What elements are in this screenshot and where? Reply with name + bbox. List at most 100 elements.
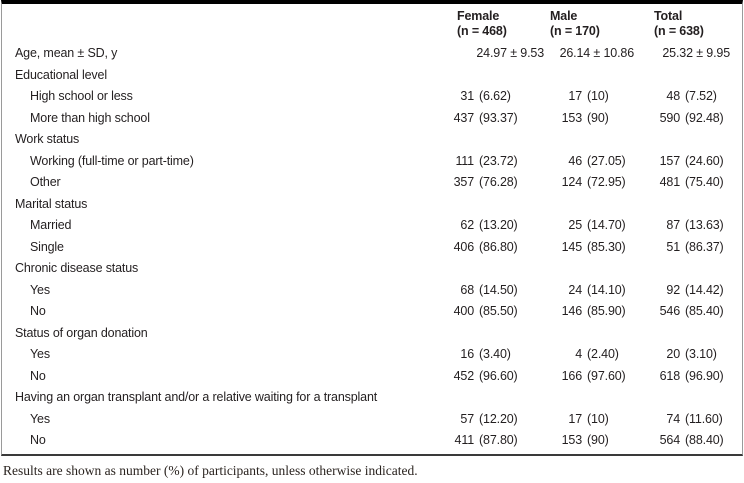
value-percent: (85.90) (587, 304, 626, 318)
value-count: 153 (561, 110, 583, 125)
cell-total: 157 (24.60) (654, 151, 742, 173)
cell-female: 62 (13.20) (452, 215, 550, 237)
cell-female: 68 (14.50) (452, 280, 550, 302)
value-percent: (85.40) (685, 304, 724, 318)
row-label-sub: Yes (30, 282, 50, 297)
table-row: Work status (2, 129, 742, 151)
row-label-sub: Working (full-time or part-time) (30, 153, 194, 168)
table-row: No 411 (87.80) 153 (90) 564 (88.40) (2, 430, 742, 452)
value-percent: (93.37) (479, 110, 518, 125)
value-count: 16 (460, 347, 474, 361)
column-header-total-n: (n = 638) (654, 24, 704, 38)
value-count: 25 (568, 218, 582, 232)
value-percent: (85.30) (587, 239, 626, 254)
table-row: Chronic disease status (2, 258, 742, 280)
column-header-male-n: (n = 170) (550, 24, 600, 38)
value-count: 564 (659, 433, 681, 447)
column-header-female: Female (n = 468) (452, 9, 550, 39)
value-percent: (13.20) (479, 218, 518, 232)
value-count: 48 (666, 89, 680, 103)
table-header-row: Female (n = 468) Male (n = 170) Total (n… (2, 9, 742, 39)
row-label-sub: No (30, 368, 46, 383)
cell-female: 16 (3.40) (452, 344, 550, 366)
value-percent: (14.10) (587, 282, 626, 297)
participant-characteristics-table: Female (n = 468) Male (n = 170) Total (n… (1, 0, 743, 456)
value-count: 590 (659, 110, 681, 125)
cell-female: 411 (87.80) (452, 430, 550, 452)
value-percent: (86.37) (685, 239, 724, 254)
table-row: Other 357 (76.28) 124 (72.95) 481 (75.40) (2, 172, 742, 194)
cell-male: 17 (10) (550, 86, 654, 108)
value-count: 17 (568, 89, 582, 103)
table-row: More than high school 437 (93.37) 153 (90) 59… (2, 108, 742, 130)
row-label-category: Marital status (15, 196, 88, 211)
table-row: High school or less 31 (6.62) 17 (10) 48 (7.52… (2, 86, 742, 108)
table-row: Yes 16 (3.40) 4 (2.40) 20 (3.10) (2, 344, 742, 366)
value-percent: (2.40) (587, 347, 619, 361)
value-count: 4 (575, 347, 582, 361)
table-row: Educational level (2, 65, 742, 87)
table-row: Marital status (2, 194, 742, 216)
cell-total: 51 (86.37) (654, 237, 742, 259)
row-label-sub: Yes (30, 347, 50, 361)
cell-male: 146 (85.90) (550, 301, 654, 323)
value-mean-sd: 26.14 ± 10.86 (559, 46, 635, 60)
table-body: Age, mean ± SD, y 24.97 ± 9.53 26.14 ± 10.… (2, 43, 742, 452)
cell-female: 31 (6.62) (452, 86, 550, 108)
value-count: 166 (561, 368, 583, 383)
value-percent: (24.60) (685, 153, 724, 168)
cell-total: 481 (75.40) (654, 172, 742, 194)
value-percent: (96.90) (685, 368, 724, 383)
value-count: 17 (568, 411, 582, 426)
row-label-category: Status of organ donation (15, 325, 148, 340)
cell-total: 20 (3.10) (654, 344, 742, 366)
column-header-female-label: Female (457, 9, 500, 23)
value-count: 62 (460, 218, 474, 232)
cell-female: 437 (93.37) (452, 108, 550, 130)
value-percent: (90) (587, 110, 609, 125)
value-count: 437 (453, 110, 475, 125)
value-count: 546 (659, 304, 681, 318)
value-count: 111 (455, 153, 474, 168)
value-count: 74 (666, 411, 680, 426)
table-row: No 400 (85.50) 146 (85.90) 546 (85.40) (2, 301, 742, 323)
value-percent: (87.80) (479, 433, 518, 447)
value-count: 20 (666, 347, 680, 361)
cell-female: 24.97 ± 9.53 (452, 43, 550, 65)
table-row: Married 62 (13.20) 25 (14.70) 87 (13.63) (2, 215, 742, 237)
cell-total: 87 (13.63) (654, 215, 742, 237)
row-label-sub: No (30, 304, 46, 318)
cell-male: 153 (90) (550, 108, 654, 130)
cell-total: 48 (7.52) (654, 86, 742, 108)
row-label-category: Having an organ transplant and/or a rela… (15, 390, 378, 404)
value-percent: (14.70) (587, 218, 626, 232)
cell-female: 111 (23.72) (452, 151, 550, 173)
value-count: 452 (453, 368, 475, 383)
cell-female: 357 (76.28) (452, 172, 550, 194)
cell-male: 4 (2.40) (550, 344, 654, 366)
value-count: 406 (453, 239, 475, 254)
cell-total: 546 (85.40) (654, 301, 742, 323)
value-percent: (86.80) (479, 239, 518, 254)
column-header-male: Male (n = 170) (550, 9, 654, 39)
column-header-total: Total (n = 638) (654, 9, 742, 39)
value-mean-sd: 24.97 ± 9.53 (476, 46, 544, 60)
row-label-sub: Married (30, 218, 72, 232)
row-label-sub: More than high school (30, 110, 150, 125)
row-label-sub: Yes (30, 411, 50, 426)
cell-total: 590 (92.48) (654, 108, 742, 130)
value-percent: (75.40) (685, 175, 724, 189)
value-count: 153 (561, 433, 583, 447)
value-mean-sd: 25.32 ± 9.95 (662, 46, 730, 60)
cell-total: 564 (88.40) (654, 430, 742, 452)
column-header-total-label: Total (654, 9, 683, 23)
cell-male: 46 (27.05) (550, 151, 654, 173)
cell-female: 406 (86.80) (452, 237, 550, 259)
table-row: Status of organ donation (2, 323, 742, 345)
value-count: 51 (666, 239, 680, 254)
row-label-sub: No (30, 433, 46, 447)
value-count: 87 (666, 218, 680, 232)
value-count: 124 (561, 175, 583, 189)
value-percent: (85.50) (479, 304, 518, 318)
table-row: Age, mean ± SD, y 24.97 ± 9.53 26.14 ± 10.… (2, 43, 742, 65)
